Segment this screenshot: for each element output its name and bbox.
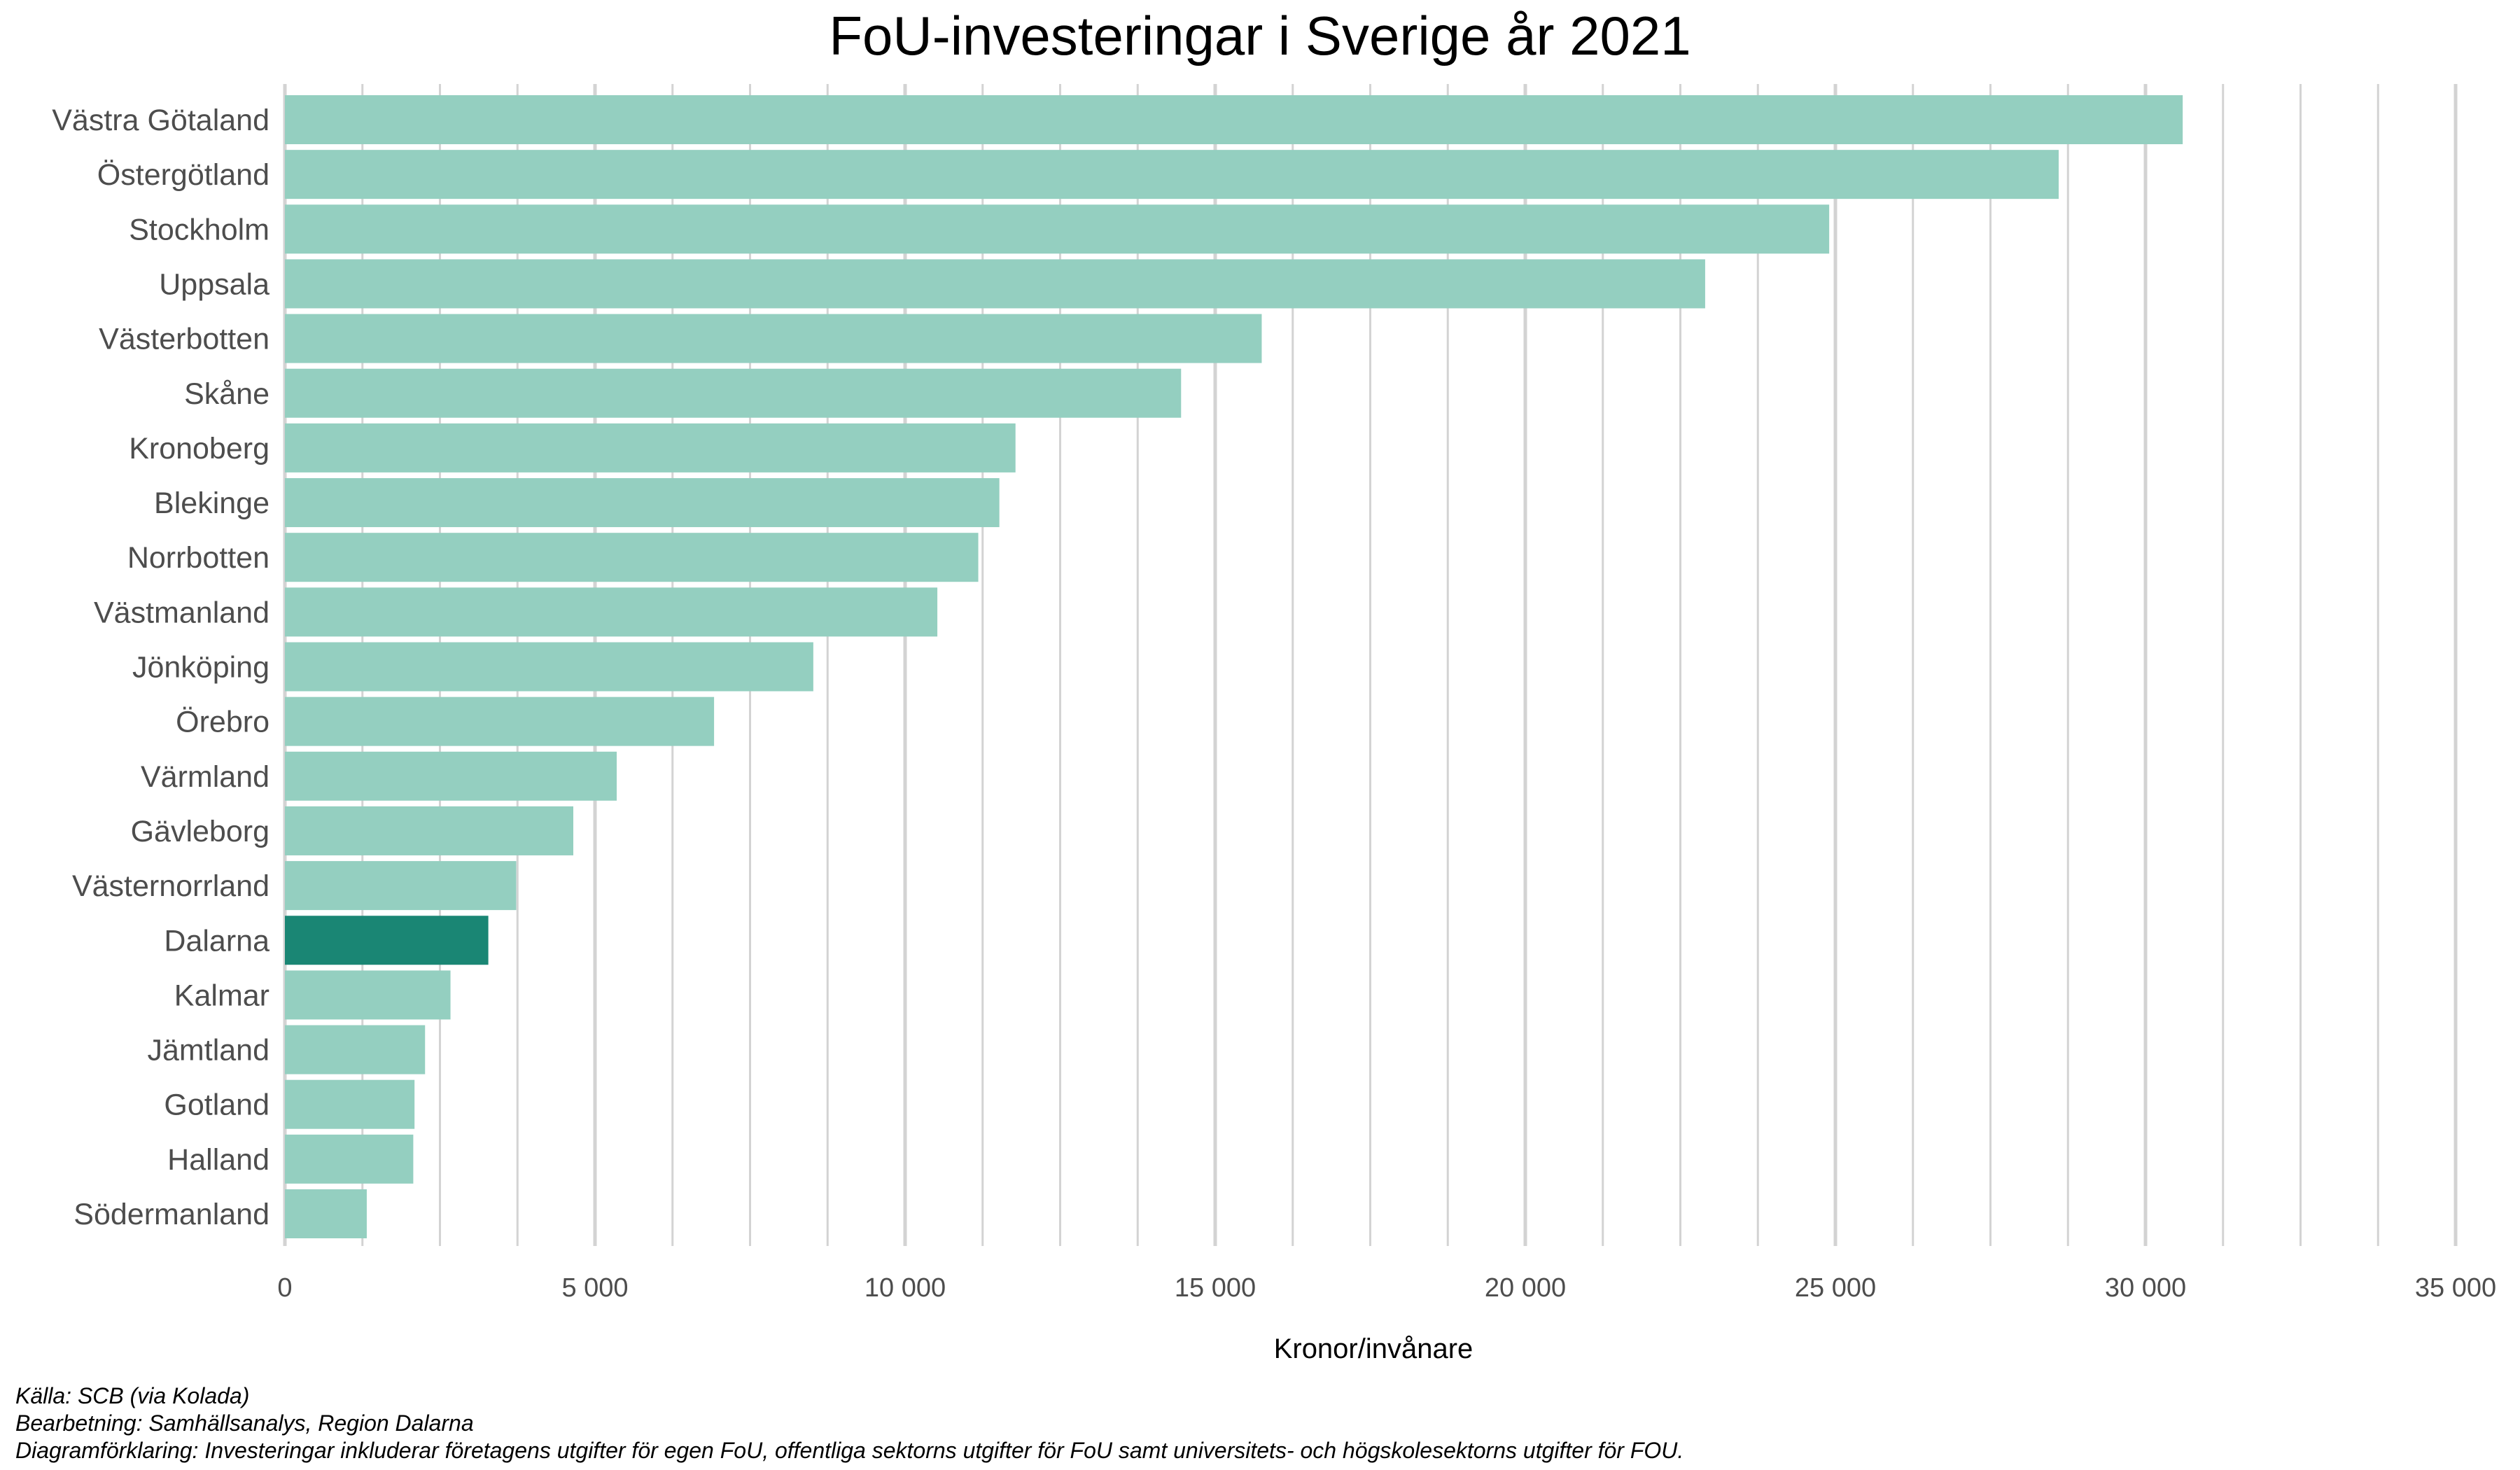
category-label: Kronoberg — [129, 432, 270, 465]
bars — [285, 95, 2183, 1238]
bar-västra-götaland — [285, 95, 2183, 144]
x-tick-label: 25 000 — [1795, 1273, 1876, 1303]
bar-örebro — [285, 696, 715, 746]
bar-kronoberg — [285, 423, 1016, 472]
bar-gotland — [285, 1079, 415, 1129]
x-axis-title: Kronor/invånare — [1274, 1334, 1474, 1364]
x-tick-label: 5 000 — [561, 1273, 628, 1303]
bar-södermanland — [285, 1189, 367, 1238]
category-label: Blekinge — [154, 486, 270, 520]
category-label: Västernorrland — [72, 869, 270, 903]
source-caption: Källa: SCB (via Kolada) — [15, 1383, 250, 1408]
bar-skåne — [285, 368, 1182, 418]
x-tick-label: 35 000 — [2415, 1273, 2496, 1303]
category-label: Norrbotten — [127, 541, 270, 575]
bar-västmanland — [285, 587, 938, 637]
x-axis-ticks: 0 5 000 10 000 15 000 20 000 25 000 30 000 35 0… — [277, 1273, 2496, 1303]
category-label: Västerbotten — [99, 323, 270, 356]
bar-uppsala — [285, 259, 1705, 309]
category-label: Stockholm — [129, 213, 270, 246]
x-tick-label: 0 — [277, 1273, 292, 1303]
category-label: Värmland — [141, 760, 270, 794]
category-label: Östergötland — [97, 158, 270, 192]
category-label: Jönköping — [132, 651, 270, 685]
bar-halland — [285, 1134, 414, 1184]
category-label: Gotland — [164, 1088, 270, 1122]
category-label: Halland — [167, 1143, 270, 1177]
category-label: Örebro — [176, 706, 270, 739]
category-label: Kalmar — [174, 979, 270, 1012]
x-tick-label: 30 000 — [2105, 1273, 2186, 1303]
bar-stockholm — [285, 204, 1830, 254]
bar-jämtland — [285, 1025, 426, 1074]
bar-gävleborg — [285, 806, 573, 855]
processing-caption: Bearbetning: Samhällsanalys, Region Dala… — [15, 1410, 474, 1436]
bar-västernorrland — [285, 861, 517, 911]
category-label: Södermanland — [74, 1198, 270, 1231]
category-label: Dalarna — [164, 924, 270, 958]
bar-värmland — [285, 751, 617, 801]
bar-dalarna — [285, 916, 489, 965]
category-labels: Västra Götaland Östergötland Stockholm Upps… — [52, 104, 270, 1231]
chart-title: FoU-investeringar i Sverige år 2021 — [829, 5, 1690, 66]
category-label: Uppsala — [159, 267, 270, 301]
bar-norrbotten — [285, 533, 979, 582]
category-label: Västmanland — [94, 596, 270, 629]
bar-västerbotten — [285, 314, 1262, 363]
category-label: Jämtland — [148, 1034, 270, 1068]
category-label: Skåne — [184, 377, 270, 411]
bar-jönköping — [285, 642, 813, 692]
bar-blekinge — [285, 478, 1000, 528]
explanation-caption: Diagramförklaring: Investeringar inklude… — [15, 1438, 1684, 1463]
bar-östergötland — [285, 150, 2059, 200]
x-tick-label: 10 000 — [864, 1273, 946, 1303]
bar-kalmar — [285, 970, 451, 1020]
x-tick-label: 20 000 — [1485, 1273, 1566, 1303]
category-label: Gävleborg — [131, 815, 270, 848]
category-label: Västra Götaland — [52, 104, 270, 137]
x-tick-label: 15 000 — [1175, 1273, 1256, 1303]
